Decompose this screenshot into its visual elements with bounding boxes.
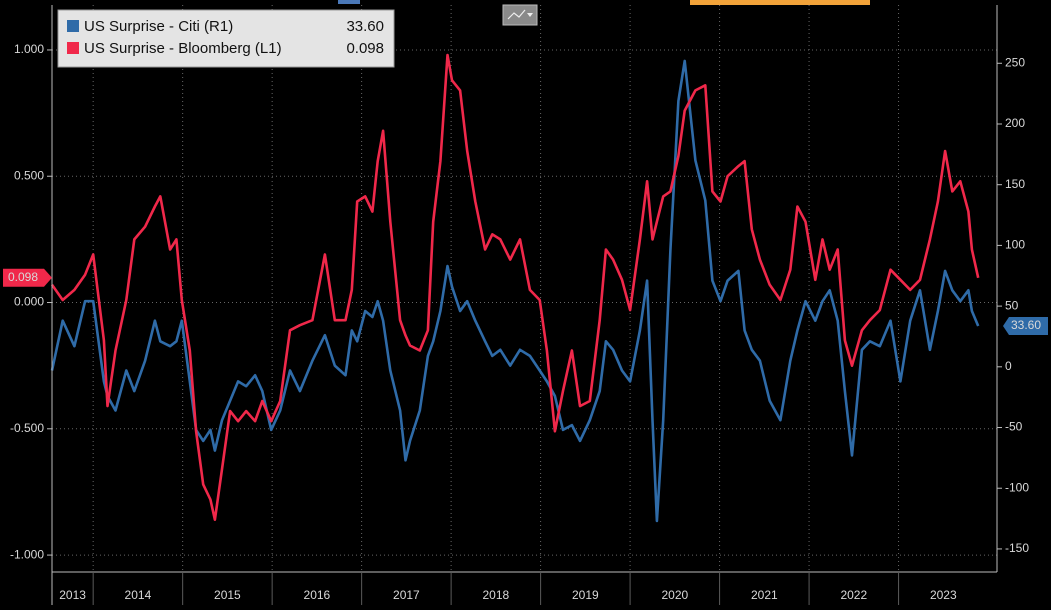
toolbar-bar <box>690 0 870 5</box>
y2-tick-label: -50 <box>1005 420 1023 434</box>
y-tick-label: 0.000 <box>14 295 44 309</box>
legend-value: 33.60 <box>346 18 384 35</box>
y2-tick-label: 200 <box>1005 116 1025 130</box>
last-value-label: 0.098 <box>8 270 38 284</box>
last-value-label: 33.60 <box>1011 318 1041 332</box>
grid <box>52 5 997 572</box>
dropdown-arrow <box>527 13 533 17</box>
y2-tick-label: 100 <box>1005 238 1025 252</box>
last-value-tags: 0.098 33.60 <box>3 268 1048 336</box>
x-tick-label: 2015 <box>214 588 241 602</box>
chart-type-icon <box>507 9 526 20</box>
y-tick-label: 0.500 <box>14 168 44 182</box>
x-tick-label: 2020 <box>661 588 688 602</box>
legend: US Surprise - Citi (R1) 33.60 US Surpris… <box>57 9 395 68</box>
y2-tick-label: -150 <box>1005 541 1029 555</box>
plot <box>50 53 980 523</box>
x-tick-label: 2019 <box>572 588 599 602</box>
last-value-tag <box>3 268 52 287</box>
x-tick-label: 2021 <box>751 588 778 602</box>
y2-tick-label: 150 <box>1005 177 1025 191</box>
last-value-tag <box>1003 317 1048 336</box>
legend-box <box>57 9 395 68</box>
legend-value: 0.098 <box>346 40 384 57</box>
legend-swatch <box>67 20 79 32</box>
x-tick-label: 2016 <box>304 588 331 602</box>
series-line <box>50 53 980 521</box>
y-tick-label: -0.500 <box>10 421 44 435</box>
x-tick-label: 2022 <box>840 588 867 602</box>
y2-tick-label: -100 <box>1005 480 1029 494</box>
legend-label: US Surprise - Bloomberg (L1) <box>84 40 282 57</box>
y-tick-label: 1.000 <box>14 42 44 56</box>
y2-tick-label: 50 <box>1005 298 1019 312</box>
x-tick-label: 2023 <box>930 588 957 602</box>
y2-tick-label: 250 <box>1005 55 1025 69</box>
y2-tick-label: 0 <box>1005 359 1012 373</box>
legend-swatch <box>67 42 79 54</box>
x-tick-label: 2014 <box>125 588 152 602</box>
x-tick-label: 2018 <box>483 588 510 602</box>
toolbar-tab <box>338 0 360 4</box>
series-line <box>50 59 980 523</box>
x-tick-label: 2013 <box>59 588 86 602</box>
axes: -1.000 -0.500 0.000 0.500 1.000 -150 -100 -50 0 5… <box>10 5 1029 605</box>
legend-label: US Surprise - Citi (R1) <box>84 18 233 35</box>
y-tick-label: -1.000 <box>10 547 44 561</box>
x-tick-label: 2017 <box>393 588 420 602</box>
